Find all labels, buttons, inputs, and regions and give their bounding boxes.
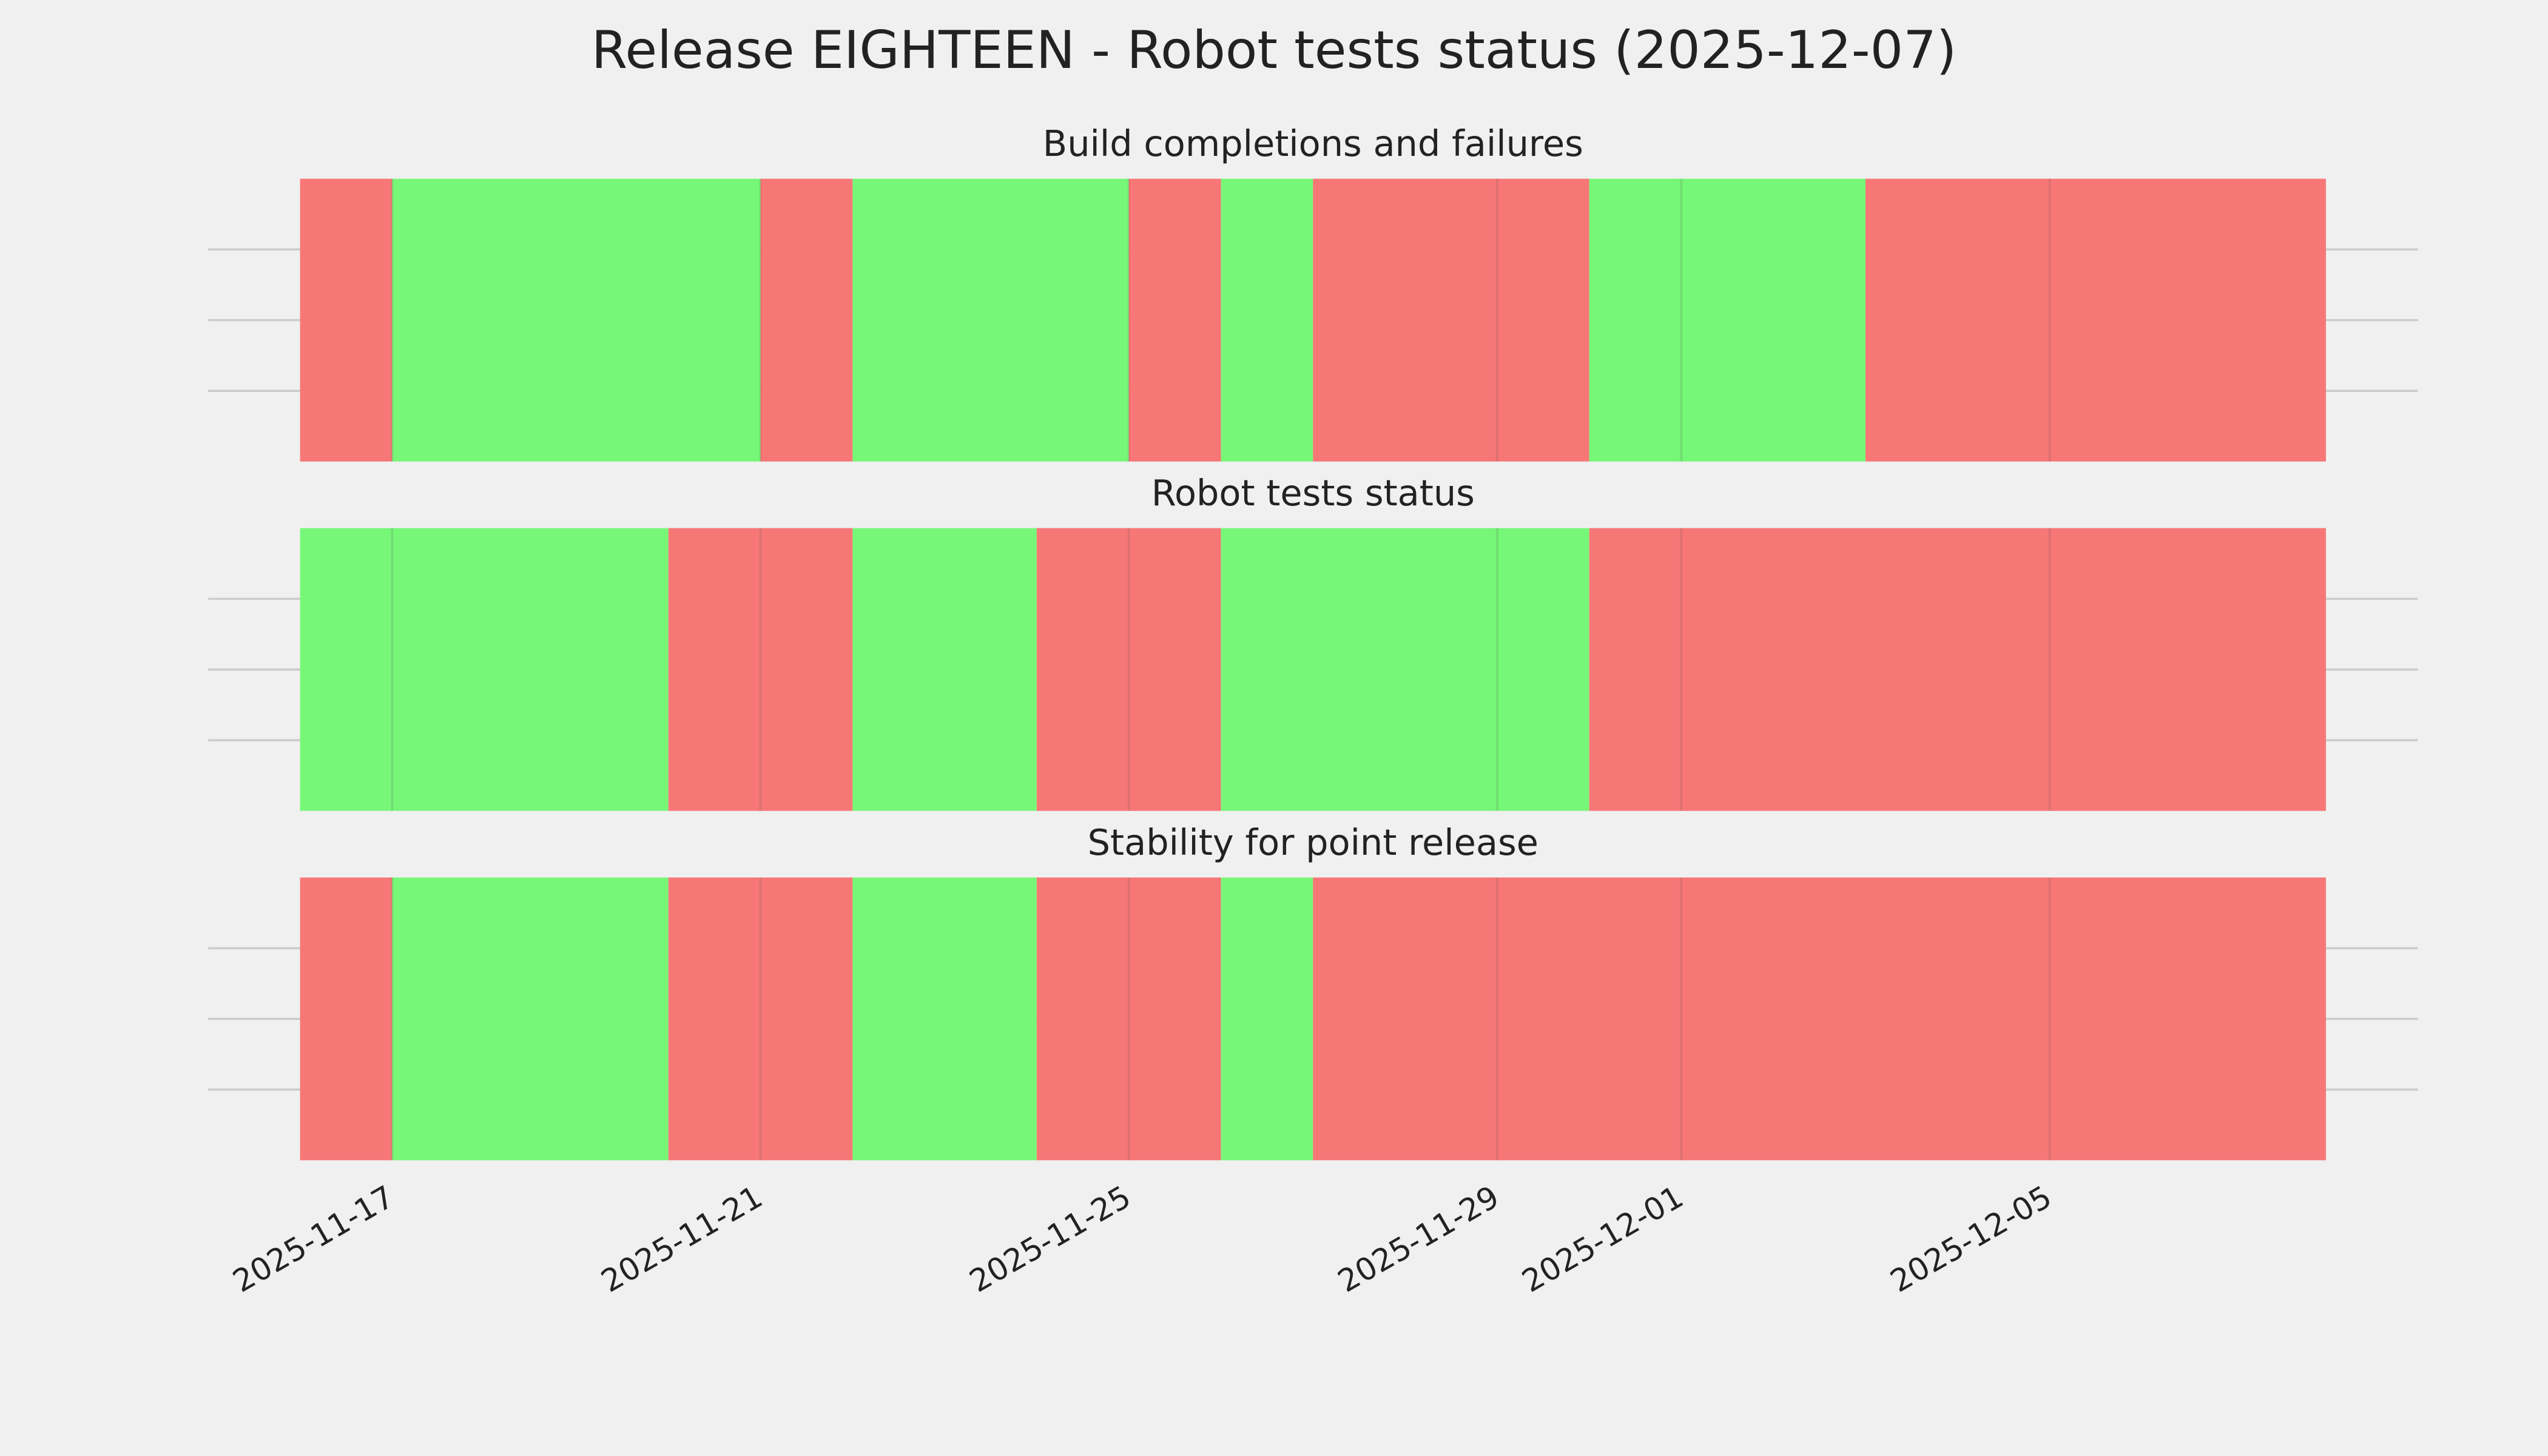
status-segment: [392, 178, 761, 462]
status-segment: [1589, 528, 2326, 811]
status-segment: [300, 528, 669, 811]
status-segment: [1313, 178, 1589, 462]
status-segment: [852, 877, 1037, 1161]
panel-title: Robot tests status: [1151, 472, 1475, 514]
status-segment: [1221, 877, 1313, 1161]
status-segment: [1589, 178, 1866, 462]
status-segment: [852, 178, 1129, 462]
status-segment: [1866, 178, 2326, 462]
status-segment: [1036, 528, 1221, 811]
status-segment: [1221, 528, 1589, 811]
status-segment: [300, 877, 393, 1161]
panel-title: Build completions and failures: [1043, 123, 1583, 164]
status-segment: [1128, 178, 1221, 462]
status-segment: [300, 178, 393, 462]
status-segment: [392, 877, 669, 1161]
status-segment: [1313, 877, 2326, 1161]
panel-title: Stability for point release: [1088, 821, 1539, 863]
status-segment: [852, 528, 1037, 811]
chart-title: Release EIGHTEEN - Robot tests status (2…: [592, 20, 1956, 81]
status-segment: [1221, 178, 1313, 462]
status-segment: [760, 178, 853, 462]
status-segment: [668, 877, 853, 1161]
status-segment: [668, 528, 853, 811]
status-segment: [1036, 877, 1221, 1161]
